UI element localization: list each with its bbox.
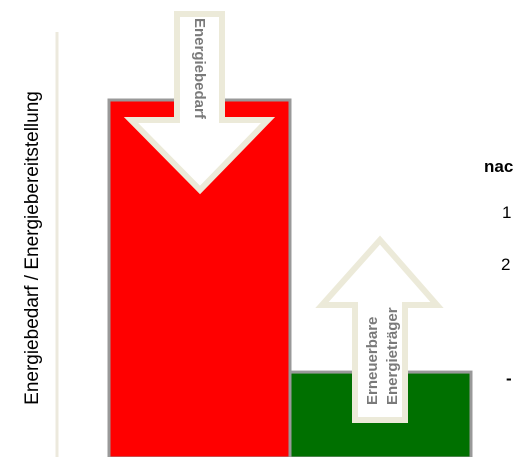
y-axis-label: Energiebedarf / Energiebereitstellung [22,91,43,405]
arrow-up-label-line2: Energieträger [384,307,401,405]
arrow-up-label-line1: Erneuerbare [364,317,381,405]
side-item-2: 2 [501,255,510,274]
side-heading: nac [484,157,513,176]
arrow-down-icon [123,11,276,195]
arrow-up-icon [315,235,444,423]
side-item-1: 1 [502,203,511,222]
arrow-down-label: Energiebedarf [191,18,208,120]
side-dash: - [506,369,512,388]
